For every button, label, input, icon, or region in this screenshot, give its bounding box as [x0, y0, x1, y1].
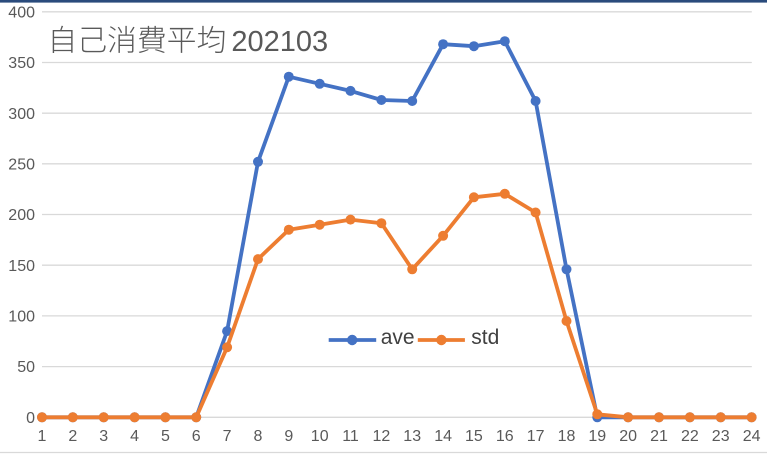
svg-text:10: 10	[311, 428, 329, 445]
svg-text:350: 350	[8, 55, 35, 72]
svg-text:50: 50	[17, 359, 35, 376]
svg-text:20: 20	[619, 428, 637, 445]
svg-text:250: 250	[8, 156, 35, 173]
svg-text:3: 3	[99, 428, 108, 445]
svg-text:2: 2	[68, 428, 77, 445]
svg-text:13: 13	[403, 428, 421, 445]
svg-text:14: 14	[434, 428, 452, 445]
svg-text:5: 5	[161, 428, 170, 445]
svg-text:11: 11	[342, 428, 359, 445]
svg-text:24: 24	[743, 428, 761, 445]
svg-text:4: 4	[130, 428, 139, 445]
svg-text:7: 7	[223, 428, 232, 445]
svg-text:std: std	[471, 326, 499, 349]
svg-text:200: 200	[8, 207, 35, 224]
svg-text:21: 21	[650, 428, 668, 445]
svg-text:100: 100	[8, 309, 35, 326]
svg-text:19: 19	[588, 428, 606, 445]
svg-text:300: 300	[8, 106, 35, 123]
svg-text:6: 6	[192, 428, 201, 445]
svg-text:ave: ave	[381, 326, 415, 349]
svg-text:15: 15	[465, 428, 483, 445]
svg-text:12: 12	[373, 428, 391, 445]
svg-text:9: 9	[284, 428, 293, 445]
svg-text:202103: 202103	[231, 26, 328, 58]
svg-text:22: 22	[681, 428, 699, 445]
svg-text:400: 400	[8, 4, 35, 21]
svg-text:150: 150	[8, 258, 35, 275]
svg-text:8: 8	[254, 428, 263, 445]
svg-text:18: 18	[558, 428, 576, 445]
svg-text:1: 1	[38, 428, 47, 445]
svg-text:16: 16	[496, 428, 514, 445]
svg-text:17: 17	[527, 428, 545, 445]
svg-text:23: 23	[712, 428, 730, 445]
svg-text:0: 0	[26, 410, 35, 427]
